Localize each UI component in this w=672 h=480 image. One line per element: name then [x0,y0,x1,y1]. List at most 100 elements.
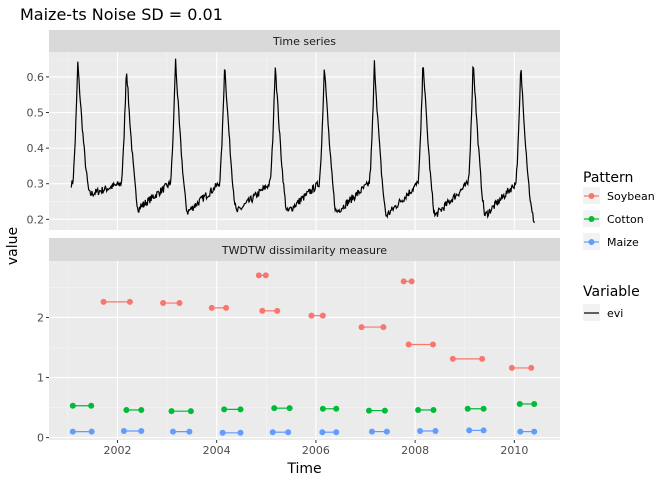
y-tick-label: 2 [37,311,44,324]
y-axis-label: value [5,227,21,265]
legend-title-pattern: Pattern [583,170,633,186]
soybean-point [126,298,133,305]
cotton-point [168,408,175,415]
maize-point [285,429,292,436]
cotton-point [365,407,372,414]
soybean-point [408,278,415,285]
cotton-point [123,406,130,413]
maize-point [368,428,375,435]
cotton-point [516,400,523,407]
maize-point [417,427,424,434]
maize-point [383,428,390,435]
x-tick-label: 2010 [500,444,528,457]
legend-label-cotton: Cotton [607,213,644,226]
maize-point [120,427,127,434]
legend-label-maize: Maize [607,236,639,249]
soybean-point [400,278,407,285]
cotton-point [286,405,293,412]
soybean-point [223,304,230,311]
y-tick-label: 0.4 [27,142,45,155]
soybean-point [449,355,456,362]
maize-point [170,428,177,435]
soybean-point [262,272,269,279]
maize-point [480,427,487,434]
x-axis-label: Time [286,461,321,477]
maize-point [138,427,145,434]
maize-point [432,427,439,434]
y-tick-label: 0.3 [27,178,45,191]
x-tick-label: 2006 [302,444,330,457]
y-tick-label: 0.2 [27,213,45,226]
x-tick-label: 2008 [401,444,429,457]
soybean-point [160,300,167,307]
cotton-point [381,407,388,414]
strip-time-series-label: Time series [272,35,336,48]
y-ticks-time-series: 0.2 0.3 0.4 0.5 0.6 [27,71,49,226]
grid-twdtw [49,261,560,440]
cotton-point [88,402,95,409]
soybean-point [380,324,387,331]
maize-point [319,429,326,436]
legend: Pattern Soybean Cotton Maize Variable evi [583,170,655,321]
cotton-point [415,406,422,413]
series-twdtw [69,272,538,436]
soybean-point [508,364,515,371]
cotton-point [319,405,326,412]
cotton-point [531,400,538,407]
maize-point [269,429,276,436]
maize-point [466,427,473,434]
strip-twdtw-label: TWDTW dissimilarity measure [221,244,387,257]
maize-point [88,428,95,435]
maize-point [219,429,226,436]
soybean-point [274,307,281,314]
soybean-point [308,312,315,319]
y-tick-label: 0.5 [27,107,45,120]
strip-time-series [49,30,560,52]
cotton-point [480,405,487,412]
cotton-point [464,405,471,412]
soybean-point [358,324,365,331]
legend-key-point [588,216,595,222]
maize-point [333,429,340,436]
panel-twdtw [49,261,560,440]
soybean-point [319,312,326,319]
cotton-point [430,406,437,413]
soybean-point [479,355,486,362]
legend-title-variable: Variable [583,284,640,300]
maize-point [69,428,76,435]
soybean-point [176,300,183,307]
cotton-point [221,406,228,413]
legend-label-evi: evi [607,307,623,320]
soybean-point [259,307,266,314]
cotton-point [69,402,76,409]
cotton-point [271,405,278,412]
strip-twdtw [49,238,560,261]
series-time-series [70,58,535,224]
soybean-point [255,272,262,279]
maize-point [186,428,193,435]
x-axis-ticks: 2002 2004 2006 2008 2010 [103,440,528,457]
x-tick-label: 2002 [103,444,131,457]
y-tick-label: 0.6 [27,71,45,84]
legend-key-point [588,193,595,199]
maize-point [237,429,244,436]
maize-point [531,428,538,435]
y-ticks-twdtw: 0 1 2 [37,311,49,445]
legend-label-soybean: Soybean [607,190,655,203]
y-tick-label: 1 [37,372,44,385]
cotton-point [138,406,145,413]
soybean-point [208,304,215,311]
soybean-point [405,341,412,348]
soybean-point [528,364,535,371]
chart-title: Maize-ts Noise SD = 0.01 [20,5,223,24]
cotton-point [333,405,340,412]
soybean-point [100,298,107,305]
evi-line [70,58,535,224]
y-tick-label: 0 [37,432,44,445]
cotton-point [237,406,244,413]
maize-point [517,428,524,435]
legend-key-point [588,239,595,245]
cotton-point [187,408,194,415]
grid-time-series [49,52,560,230]
